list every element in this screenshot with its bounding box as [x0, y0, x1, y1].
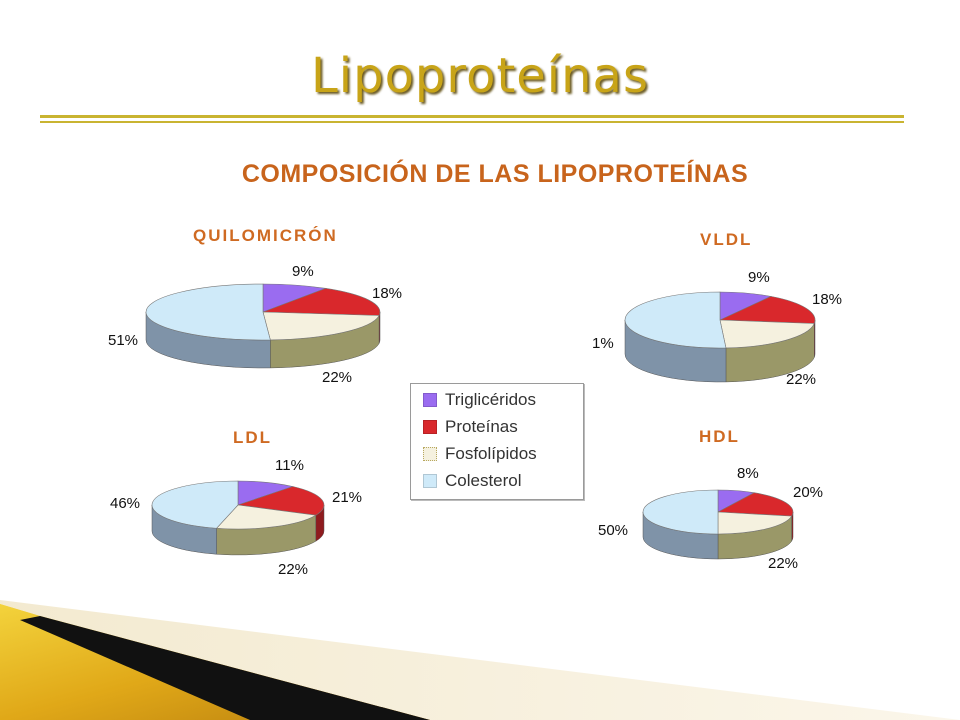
corner-decoration — [0, 600, 960, 720]
pie-label: 21% — [332, 489, 362, 506]
legend-item-proteinas: Proteínas — [423, 415, 518, 439]
pie-slice-colesterol — [151, 480, 239, 529]
pie-label: 1% — [592, 335, 614, 352]
pie-slice-colesterol — [145, 283, 271, 341]
legend-label: Colesterol — [445, 471, 522, 490]
chart-title: COMPOSICIÓN DE LAS LIPOPROTEÍNAS — [241, 160, 749, 188]
pie-label: 22% — [768, 555, 798, 572]
legend-swatch — [423, 474, 437, 488]
pie-2: 11% 21% 22% 46% — [110, 457, 362, 578]
pie-slice-colesterol — [642, 489, 719, 535]
legend-item-fosfolipidos: Fosfolípidos — [423, 442, 537, 466]
pie-label: 18% — [372, 285, 402, 302]
legend-swatch — [423, 447, 437, 461]
pie-title-ldl: LDL — [233, 428, 273, 447]
pie-label: 46% — [110, 495, 140, 512]
pie-slice-proteínas — [237, 486, 325, 516]
legend-label: Triglicéridos — [445, 390, 537, 409]
pie-label: 20% — [793, 484, 823, 501]
pie-label: 22% — [278, 561, 308, 578]
pie-slice-fosfolípidos — [719, 319, 815, 349]
pie-slice-fosfolípidos — [262, 311, 380, 341]
pie-label: 22% — [786, 371, 816, 388]
pie-title-vldl: VLDL — [700, 230, 753, 249]
legend-label: Fosfolípidos — [445, 444, 537, 463]
legend-item-colesterol: Colesterol — [423, 469, 522, 493]
pie-label: 11% — [275, 457, 304, 474]
legend-swatch — [423, 393, 437, 407]
legend-swatch — [423, 420, 437, 434]
pie-label: 8% — [737, 465, 759, 482]
pie-title-quilomicron: QUILOMICRÓN — [193, 226, 338, 245]
pie-label: 22% — [322, 369, 352, 386]
legend-label: Proteínas — [445, 417, 518, 436]
pie-slice-fosfolípidos — [215, 504, 317, 530]
pie-label: 9% — [292, 263, 314, 280]
pie-label: 50% — [598, 522, 628, 539]
title-rule — [40, 115, 904, 118]
pie-slice-proteínas — [716, 492, 794, 517]
title-rule — [40, 121, 904, 123]
pie-label: 9% — [748, 269, 770, 286]
pie-slice-proteínas — [262, 288, 381, 316]
pie-slice-fosfolípidos — [717, 511, 793, 535]
pie-0: 9% 18% 22% 51% — [108, 263, 402, 386]
pie-label: 51% — [108, 332, 138, 349]
legend-item-trigliceridos: Triglicéridos — [423, 388, 536, 412]
pie-label: 18% — [812, 291, 842, 308]
pie-slice-proteínas — [719, 296, 816, 324]
pie-3: 8% 20% 22% 50% — [598, 465, 823, 572]
slide-title: Lipoproteínas — [311, 48, 649, 104]
pie-1: 9% 18% 22% 1% — [592, 269, 842, 388]
pie-slice-colesterol — [624, 291, 727, 349]
pie-title-hdl: HDL — [699, 427, 740, 446]
chart-legend: Triglicéridos Proteínas Fosfolípidos Col… — [410, 383, 584, 500]
